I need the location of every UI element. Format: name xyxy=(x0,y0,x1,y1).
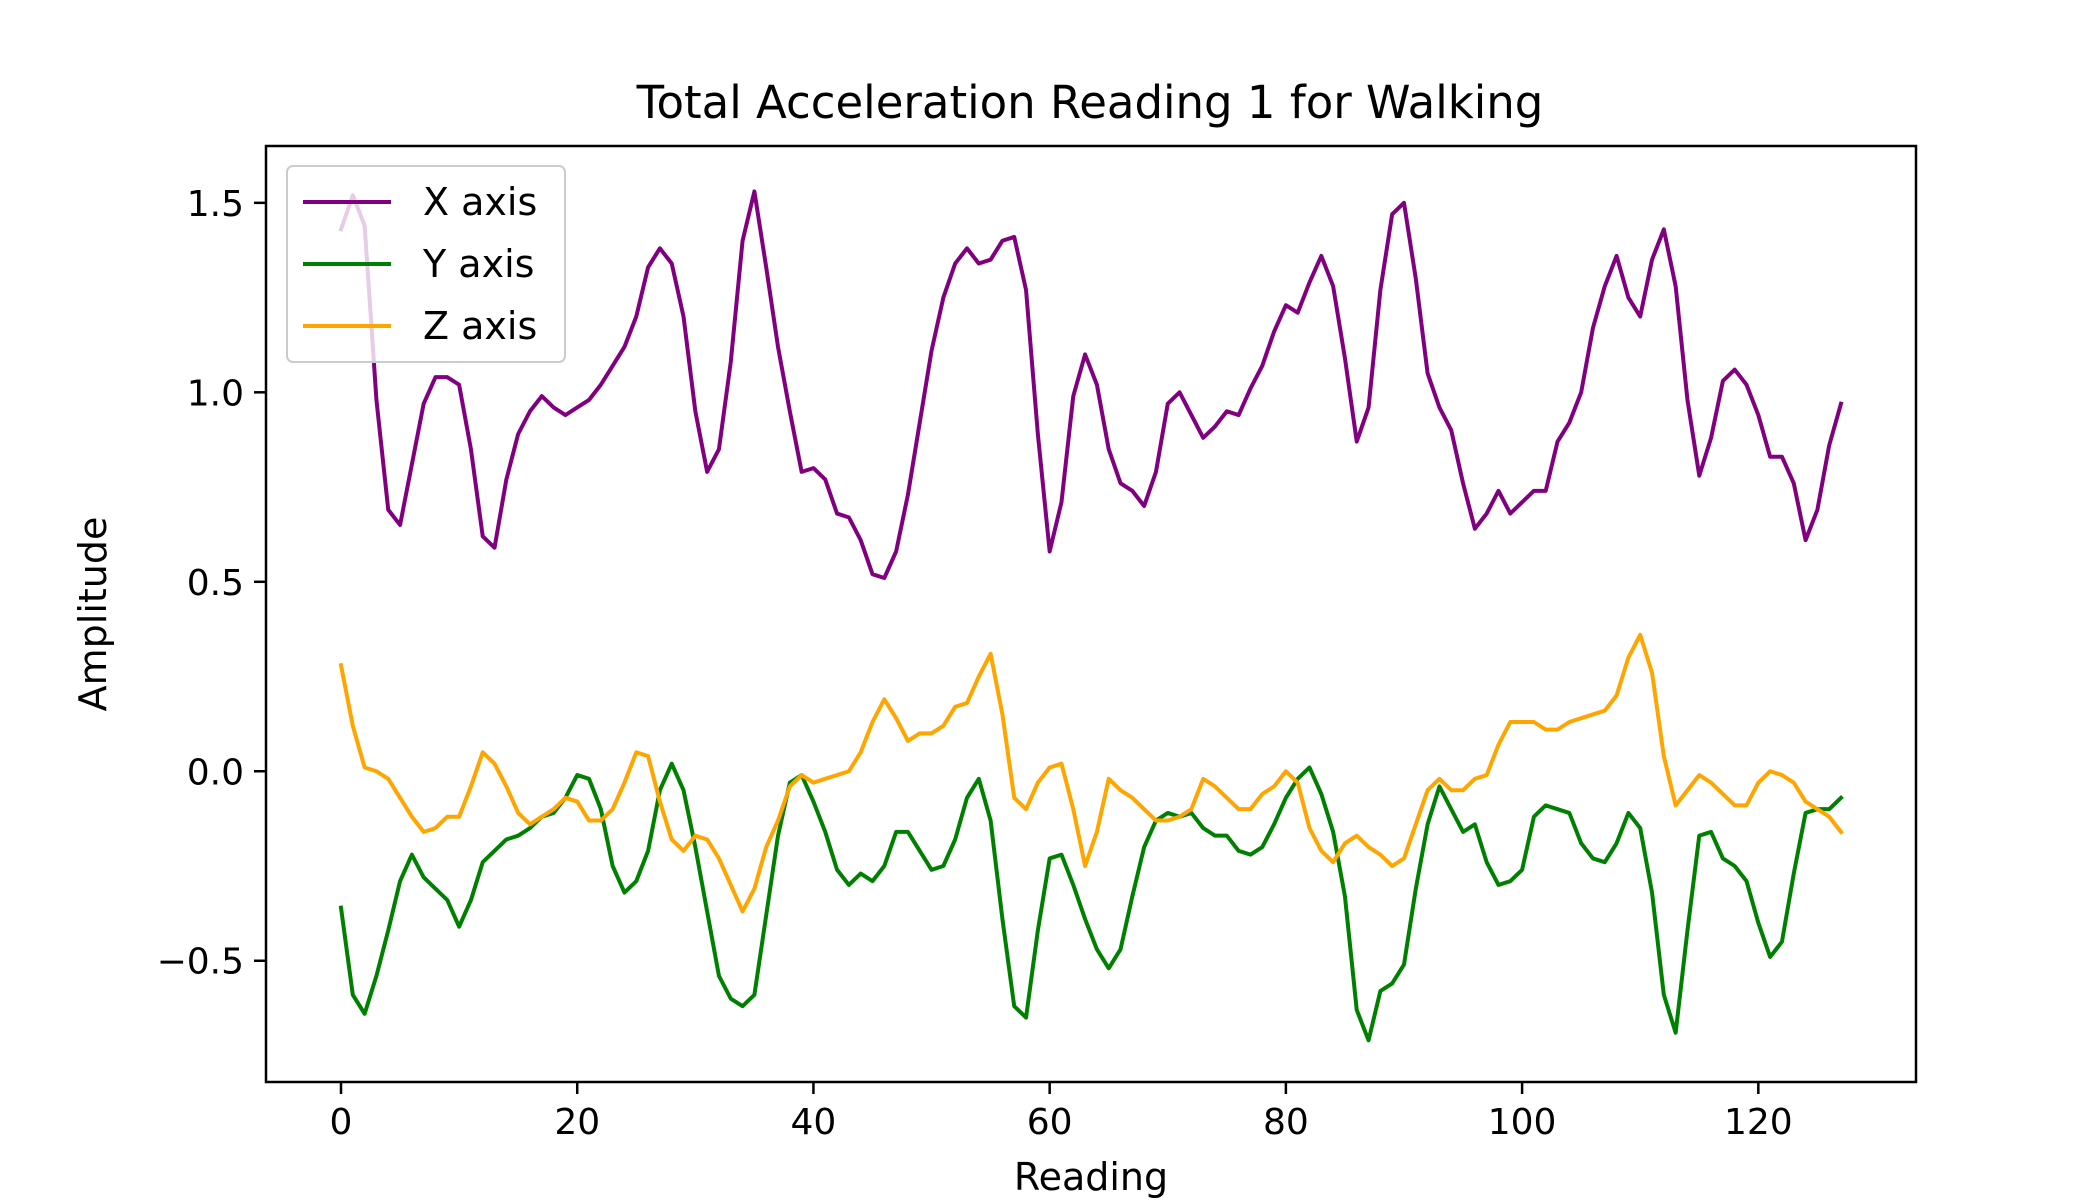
y-tick-label: 0.0 xyxy=(187,752,244,793)
x-tick-label: 20 xyxy=(554,1102,600,1143)
x-tick-label: 100 xyxy=(1488,1102,1557,1143)
x-tick-label: 40 xyxy=(791,1102,837,1143)
legend: X axis Y axis Z axis xyxy=(286,165,566,363)
legend-label-3: Z axis xyxy=(423,304,537,348)
x-axis-label: Reading xyxy=(1014,1155,1168,1199)
y-tick-label: −0.5 xyxy=(157,942,244,983)
series-line-3 xyxy=(338,632,1844,914)
y-axis-label: Amplitude xyxy=(71,517,115,712)
y-tick-label: 1.5 xyxy=(187,184,244,225)
x-tick-label: 80 xyxy=(1263,1102,1309,1143)
y-axis: −0.5 0.0 0.5 1.0 1.5 xyxy=(157,184,266,983)
y-tick-label: 1.0 xyxy=(187,373,244,414)
chart-title: Total Acceleration Reading 1 for Walking xyxy=(636,76,1544,129)
series-layer xyxy=(338,189,1844,1043)
series-line-2 xyxy=(338,761,1844,1043)
y-tick-label: 0.5 xyxy=(187,563,244,604)
legend-label-1: X axis xyxy=(423,180,537,224)
series-line-1 xyxy=(338,189,1844,580)
x-tick-label: 60 xyxy=(1027,1102,1073,1143)
legend-label-2: Y axis xyxy=(422,242,534,286)
legend-box xyxy=(286,165,566,363)
plot-frame xyxy=(264,144,1918,1084)
x-tick-label: 0 xyxy=(330,1102,353,1143)
x-axis: 0 20 40 60 80 100 120 xyxy=(330,1082,1793,1143)
x-tick-label: 120 xyxy=(1724,1102,1793,1143)
